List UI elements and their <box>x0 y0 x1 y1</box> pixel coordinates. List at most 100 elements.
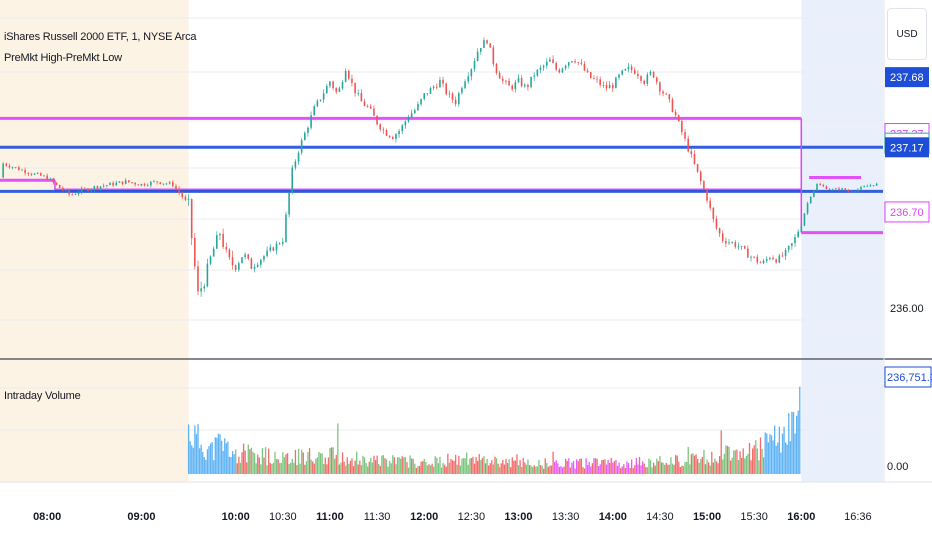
volume-bar <box>664 464 666 474</box>
volume-bar <box>577 461 579 474</box>
candle-body <box>203 286 206 289</box>
volume-bar <box>225 443 227 474</box>
volume-bar <box>704 464 707 474</box>
volume-bar <box>707 462 710 474</box>
volume-bar <box>786 444 788 474</box>
volume-bar <box>541 465 543 474</box>
volume-bar <box>725 445 727 474</box>
volume-bar <box>271 464 273 474</box>
volume-bar <box>216 437 218 474</box>
volume-bar <box>313 463 315 474</box>
candle-body <box>228 249 231 258</box>
volume-bar <box>777 442 779 474</box>
candle-body <box>294 161 297 168</box>
candle-body <box>725 240 727 244</box>
candle-body <box>354 82 356 94</box>
volume-bar <box>244 450 246 474</box>
volume-bar <box>521 466 523 474</box>
volume-bar <box>470 457 473 474</box>
candle-body <box>21 169 23 171</box>
premkt-indicator-label[interactable]: PreMkt High-PreMkt Low <box>4 52 122 64</box>
price-axis-label-box <box>884 201 930 223</box>
currency-button[interactable]: USD <box>887 8 927 60</box>
candle-body <box>401 125 404 132</box>
volume-bar <box>409 455 411 474</box>
candle-body <box>313 106 316 116</box>
candle-body <box>335 88 338 92</box>
time-axis-label-2: 10:00 <box>222 511 250 523</box>
volume-bar <box>766 433 768 474</box>
candle-body <box>555 63 557 70</box>
candle-body <box>168 182 171 184</box>
candle-body <box>608 85 611 89</box>
candle-body <box>586 70 589 73</box>
candle-body <box>165 183 168 185</box>
candle-body <box>304 132 306 141</box>
candle-body <box>574 61 576 63</box>
candle-body <box>470 69 473 77</box>
volume-bar <box>241 452 243 474</box>
volume-indicator-label[interactable]: Intraday Volume <box>4 390 81 402</box>
volume-bar <box>514 460 517 474</box>
volume-bar <box>767 442 770 474</box>
candle-body <box>194 237 196 267</box>
volume-bar <box>249 449 251 474</box>
volume-bar <box>378 463 380 474</box>
time-axis-label-9: 13:30 <box>552 511 580 523</box>
volume-bar <box>357 464 359 474</box>
candle-body <box>150 181 152 186</box>
volume-bar <box>197 424 199 474</box>
volume-bar <box>565 458 567 474</box>
candle-body <box>96 186 99 189</box>
volume-bar <box>192 447 194 474</box>
candle-body <box>391 137 394 139</box>
volume-bar <box>759 437 762 474</box>
volume-bar <box>219 434 221 474</box>
volume-bar <box>748 442 751 474</box>
candle-body <box>495 63 498 73</box>
candle-body <box>593 78 595 79</box>
volume-bar <box>332 447 334 474</box>
candle-body <box>338 88 341 92</box>
volume-bar <box>349 460 352 474</box>
volume-bar <box>351 458 353 474</box>
volume-bar <box>307 452 309 474</box>
volume-bar <box>403 457 405 474</box>
volume-bar <box>338 464 341 474</box>
volume-bar <box>231 451 234 474</box>
volume-bar <box>700 458 702 474</box>
candle-body <box>52 178 55 183</box>
candle-body <box>134 182 136 185</box>
volume-bar <box>308 448 311 474</box>
candle-body <box>561 68 564 73</box>
volume-bar <box>481 457 484 474</box>
candle-body <box>448 93 451 95</box>
candle-body <box>253 266 256 269</box>
candle-body <box>102 185 105 187</box>
volume-bar <box>747 453 749 474</box>
volume-bar <box>522 457 524 474</box>
time-axis-label-6: 12:00 <box>410 511 438 523</box>
candle-body <box>231 257 234 266</box>
volume-bar <box>686 461 688 474</box>
candle-body <box>530 76 532 88</box>
volume-bar <box>638 456 641 474</box>
volume-bar <box>304 464 306 474</box>
volume-bar <box>519 460 521 474</box>
volume-bar <box>714 458 716 474</box>
volume-bar <box>675 454 677 474</box>
volume-bar <box>566 461 568 474</box>
candle-body <box>376 115 378 125</box>
volume-bar <box>312 461 314 474</box>
volume-bar <box>436 457 438 474</box>
volume-bar <box>792 412 795 474</box>
volume-bar <box>252 451 254 474</box>
volume-bar <box>612 462 614 474</box>
volume-bar <box>492 464 495 474</box>
candle-body <box>263 256 265 260</box>
candle-body <box>222 233 224 247</box>
volume-bar <box>640 465 642 474</box>
candle-body <box>652 71 655 78</box>
candle-body <box>558 69 561 73</box>
